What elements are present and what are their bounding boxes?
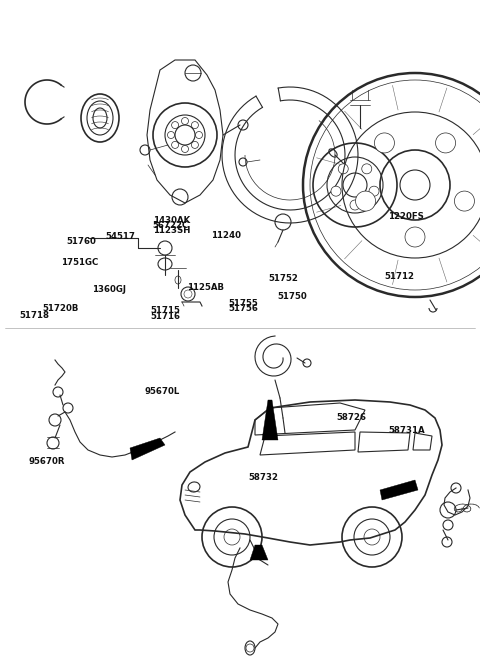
Text: 1125AB: 1125AB: [187, 283, 224, 292]
Text: 58726: 58726: [336, 413, 366, 422]
Text: 51750: 51750: [277, 293, 307, 301]
Text: 58732: 58732: [249, 473, 278, 482]
Text: 95670R: 95670R: [29, 457, 65, 466]
Text: 54517: 54517: [106, 232, 135, 241]
Text: 58731A: 58731A: [389, 426, 425, 436]
Text: 11240: 11240: [211, 231, 241, 240]
Text: 51752: 51752: [269, 274, 299, 283]
Circle shape: [331, 186, 341, 196]
Circle shape: [350, 200, 360, 210]
Circle shape: [338, 164, 348, 174]
Text: 51756: 51756: [228, 304, 258, 313]
Circle shape: [455, 191, 474, 211]
Text: 51720B: 51720B: [42, 304, 79, 314]
Text: 1751GC: 1751GC: [61, 258, 99, 267]
Text: 1220FS: 1220FS: [388, 212, 424, 221]
Text: 51716: 51716: [150, 312, 180, 321]
Text: 1123SH: 1123SH: [153, 226, 190, 235]
Circle shape: [356, 191, 375, 211]
Text: 51718: 51718: [19, 312, 49, 320]
Text: 1430AK: 1430AK: [153, 216, 190, 224]
Text: 56722C: 56722C: [153, 221, 189, 230]
Circle shape: [369, 186, 379, 196]
Text: 95670L: 95670L: [145, 387, 180, 396]
Text: 1360GJ: 1360GJ: [92, 285, 126, 294]
Polygon shape: [262, 400, 278, 440]
Circle shape: [435, 133, 456, 153]
Circle shape: [362, 164, 372, 174]
Polygon shape: [250, 545, 268, 560]
Text: 51712: 51712: [384, 272, 414, 281]
Circle shape: [405, 227, 425, 247]
Text: 51715: 51715: [150, 306, 180, 316]
Text: 51755: 51755: [228, 298, 258, 308]
Text: 51760: 51760: [66, 237, 96, 246]
Polygon shape: [130, 438, 165, 460]
Polygon shape: [380, 480, 418, 500]
Circle shape: [374, 133, 395, 153]
